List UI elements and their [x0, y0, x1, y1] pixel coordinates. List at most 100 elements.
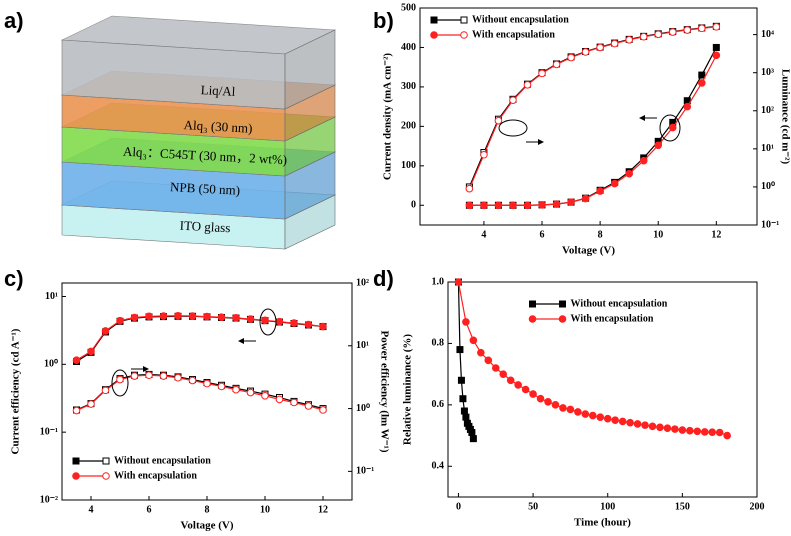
- data-point: [145, 371, 153, 380]
- data-point: [581, 194, 590, 203]
- data-point: [275, 395, 284, 404]
- data-point: [552, 60, 561, 69]
- layer-label: Alq₃ (30 nm): [183, 117, 253, 136]
- data-point: [611, 416, 619, 425]
- data-point: [101, 327, 110, 335]
- y-tick-label: 10¹: [45, 291, 58, 302]
- x-tick-label: 8: [598, 229, 603, 240]
- data-point: [698, 24, 706, 33]
- data-point: [521, 385, 530, 394]
- x-tick-label: 100: [600, 501, 615, 512]
- legend-label: With encapsulation: [472, 29, 555, 40]
- data-point: [514, 381, 522, 389]
- data-point: [654, 141, 663, 150]
- data-point: [203, 312, 211, 321]
- y2-tick-label: 10⁴: [761, 29, 774, 40]
- annotation-ellipse: [111, 369, 129, 397]
- y-tick-label: 0.6: [432, 399, 445, 410]
- x-tick-label: 4: [481, 229, 486, 240]
- data-point: [506, 376, 515, 385]
- data-point: [603, 414, 612, 423]
- y2-tick-label: 10⁻¹: [761, 219, 779, 230]
- data-point: [468, 429, 476, 436]
- legend-marker: [430, 16, 438, 24]
- y-tick-label: 10⁰: [44, 359, 58, 370]
- data-point: [523, 201, 532, 210]
- data-point: [712, 43, 720, 51]
- data-point: [529, 390, 537, 398]
- y2-tick-label: 10⁻¹: [356, 466, 374, 477]
- legend-label: With encapsulation: [571, 313, 654, 324]
- data-point: [698, 71, 706, 79]
- data-point: [712, 51, 721, 60]
- data-point: [174, 373, 182, 382]
- annotation-arrowhead: [538, 139, 544, 145]
- data-point: [261, 391, 269, 400]
- y-tick-label: 300: [401, 81, 416, 92]
- y2-tick-label: 10²: [761, 105, 774, 116]
- data-point: [460, 407, 468, 415]
- data-point: [698, 79, 706, 87]
- data-point: [480, 201, 488, 210]
- layer-label: ITO glass: [179, 218, 230, 236]
- panel-label: a): [4, 8, 24, 33]
- layer-side: [284, 29, 336, 110]
- data-point: [290, 319, 298, 327]
- data-point: [217, 313, 226, 321]
- y2-tick-label: 10²: [356, 277, 369, 288]
- data-point: [581, 48, 590, 56]
- series-line: [76, 373, 324, 411]
- data-point: [523, 81, 532, 89]
- data-point: [536, 394, 545, 403]
- annotation-arrowhead: [238, 338, 244, 344]
- data-point: [116, 375, 124, 384]
- data-point: [567, 198, 575, 206]
- data-point: [304, 402, 313, 410]
- y-tick-label: 200: [401, 121, 416, 132]
- y2-axis-title: Power efficiency (lm W⁻¹): [378, 330, 390, 452]
- x-axis-title: Voltage (V): [180, 520, 233, 532]
- data-point: [462, 413, 470, 421]
- data-point: [509, 96, 517, 104]
- data-point: [465, 201, 474, 210]
- data-point: [456, 346, 464, 354]
- data-point: [641, 421, 649, 429]
- y2-tick-label: 10¹: [356, 340, 369, 351]
- annotation-arrowhead: [143, 366, 149, 372]
- series-line: [468, 25, 717, 188]
- series-line: [469, 47, 717, 206]
- legend-label: Without encapsulation: [114, 455, 211, 466]
- data-point: [469, 435, 477, 443]
- data-point: [552, 200, 561, 208]
- legend-label: Without encapsulation: [571, 298, 668, 309]
- legend-marker: [102, 472, 110, 480]
- x-tick-label: 6: [540, 229, 545, 240]
- data-point: [538, 201, 546, 209]
- legend-marker: [460, 31, 468, 39]
- legend-marker: [102, 457, 110, 465]
- data-point: [663, 424, 672, 433]
- data-point: [246, 315, 255, 323]
- annotation-arrowhead: [639, 115, 645, 121]
- data-point: [499, 370, 508, 378]
- data-point: [454, 278, 463, 286]
- data-point: [626, 418, 634, 427]
- data-point: [618, 417, 627, 426]
- data-point: [656, 423, 664, 432]
- data-point: [116, 316, 124, 325]
- y-tick-label: 500: [401, 2, 416, 13]
- data-point: [290, 398, 298, 407]
- data-point: [596, 413, 605, 421]
- data-point: [319, 406, 327, 414]
- data-point: [574, 408, 582, 416]
- data-point: [671, 425, 679, 433]
- y-tick-label: 400: [401, 42, 416, 53]
- data-point: [477, 348, 485, 357]
- data-point: [174, 311, 182, 320]
- x-tick-label: 4: [89, 504, 94, 515]
- data-point: [72, 406, 81, 415]
- data-point: [596, 43, 604, 52]
- data-point: [648, 422, 657, 431]
- data-point: [130, 313, 139, 322]
